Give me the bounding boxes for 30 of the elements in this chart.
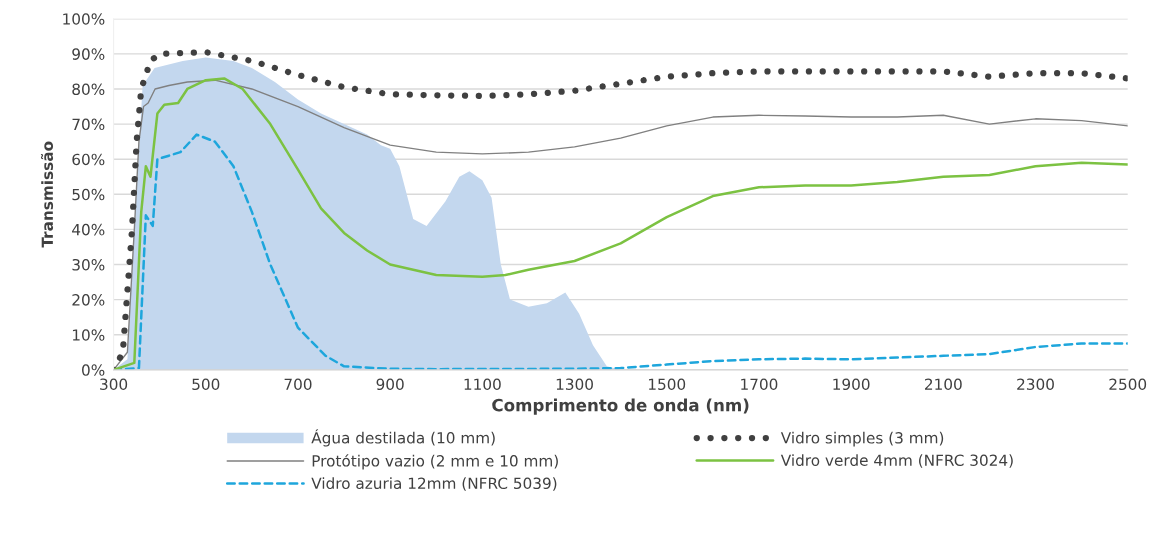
legend-label: Protótipo vazio (2 mm e 10 mm) [312, 454, 558, 470]
x-tick-label: 2300 [1017, 378, 1054, 390]
legend-label: Vidro verde 4mm (NFRC 3024) [780, 454, 1013, 468]
x-tick-label: 1700 [741, 378, 778, 390]
y-tick-label: 60% [72, 153, 105, 166]
x-tick-label: 2100 [925, 378, 962, 390]
y-tick-label: 70% [72, 118, 105, 131]
y-tick-label: 30% [72, 258, 105, 271]
y-tick-label: 90% [72, 48, 105, 60]
legend-label: Vidro simples (3 mm) [780, 431, 944, 447]
y-tick-label: 0% [82, 364, 105, 376]
y-tick-label: 10% [72, 329, 105, 341]
y-axis-title: Transmissão [40, 141, 54, 248]
x-tick-label: 300 [100, 378, 128, 390]
y-tick-label: 80% [72, 83, 105, 95]
x-tick-label: 700 [284, 378, 312, 390]
y-tick-label: 40% [72, 223, 105, 236]
x-tick-label: 500 [192, 378, 220, 390]
x-tick-label: 1300 [556, 378, 593, 390]
y-tick-label: 50% [72, 188, 105, 201]
x-tick-label: 2500 [1109, 378, 1147, 390]
legend-label: Vidro azuria 12mm (NFRC 5039) [311, 477, 557, 491]
x-tick-label: 1900 [833, 378, 870, 390]
x-axis-title: Comprimento de onda (nm) [492, 398, 749, 415]
x-tick-label: 900 [376, 378, 404, 390]
y-tick-label: 100% [63, 13, 105, 25]
x-tick-label: 1500 [648, 378, 686, 390]
y-tick-label: 20% [72, 294, 105, 306]
x-tick-label: 1100 [464, 378, 501, 390]
legend-label: Água destilada (10 mm) [311, 429, 495, 447]
